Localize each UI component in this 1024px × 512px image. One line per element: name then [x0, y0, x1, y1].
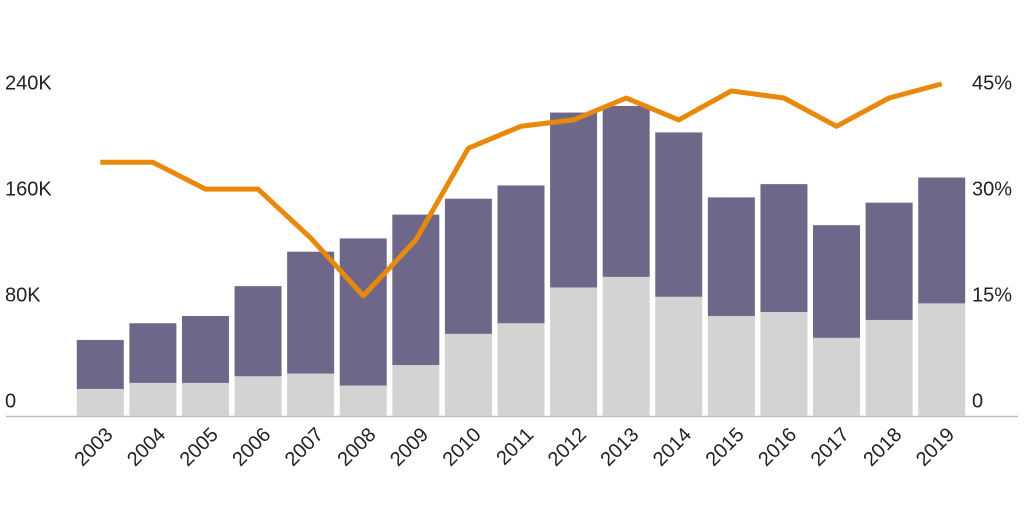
bar-segment [497, 185, 545, 324]
bar-segment [865, 202, 913, 320]
x-tick-label: 2012 [544, 424, 591, 471]
bar-segment [813, 225, 861, 338]
x-tick-label: 2003 [71, 424, 118, 471]
bar-segment [234, 376, 282, 416]
bar-segment [181, 382, 229, 416]
bar-segment [392, 364, 440, 416]
x-tick-label: 2004 [123, 424, 170, 471]
bar-segment [760, 184, 808, 312]
x-tick-label: 2008 [333, 424, 380, 471]
y2ticks-label: 30% [972, 178, 1012, 200]
x-tick-label: 2005 [176, 424, 223, 471]
bar-segment [129, 382, 177, 416]
yticks-label: 240K [5, 72, 52, 94]
x-tick-label: 2014 [649, 424, 696, 471]
bar-segment [234, 286, 282, 377]
bar-segment [918, 177, 966, 304]
bar-segment [707, 315, 755, 416]
bar-segment [813, 337, 861, 416]
x-tick-label: 2016 [754, 424, 801, 471]
bar-segment [550, 112, 598, 288]
bar-segment [76, 388, 124, 416]
bar-segment [339, 385, 387, 416]
bar-segment [655, 296, 703, 416]
y2ticks-label: 45% [972, 72, 1012, 94]
bar-segment [76, 339, 124, 389]
bar-segment [760, 311, 808, 416]
bar-segment [181, 315, 229, 383]
x-tick-label: 2011 [492, 424, 538, 470]
bar-segment [602, 276, 650, 416]
bar-segment [918, 303, 966, 416]
bar-segment [655, 132, 703, 297]
x-tick-label: 2007 [281, 424, 328, 471]
x-tick-label: 2017 [807, 424, 854, 471]
x-tick-label: 2019 [912, 424, 959, 471]
bar-segment [707, 197, 755, 316]
x-tick-label: 2006 [228, 424, 275, 471]
x-tick-label: 2009 [386, 424, 433, 471]
x-tick-label: 2015 [702, 424, 749, 471]
yticks-label: 80K [5, 284, 41, 306]
yticks-label: 160K [5, 178, 52, 200]
bar-segment [444, 198, 492, 334]
line [100, 81, 943, 299]
yticks-label: 0 [5, 390, 16, 412]
y2ticks-label: 0 [972, 390, 983, 412]
x-tick-label: 2013 [596, 424, 643, 471]
x-tick-label: 2010 [439, 424, 486, 471]
bar-segment [865, 319, 913, 416]
bar-segment [287, 251, 335, 374]
bar-segment [444, 333, 492, 416]
bar-segment [339, 238, 387, 386]
bar-segment [129, 323, 177, 383]
bar-segment [287, 373, 335, 416]
x-tick-label: 2018 [859, 424, 906, 471]
bar-segment [497, 323, 545, 416]
bar-segment [550, 287, 598, 416]
y2ticks-label: 15% [972, 284, 1012, 306]
bar-segment [602, 105, 650, 277]
